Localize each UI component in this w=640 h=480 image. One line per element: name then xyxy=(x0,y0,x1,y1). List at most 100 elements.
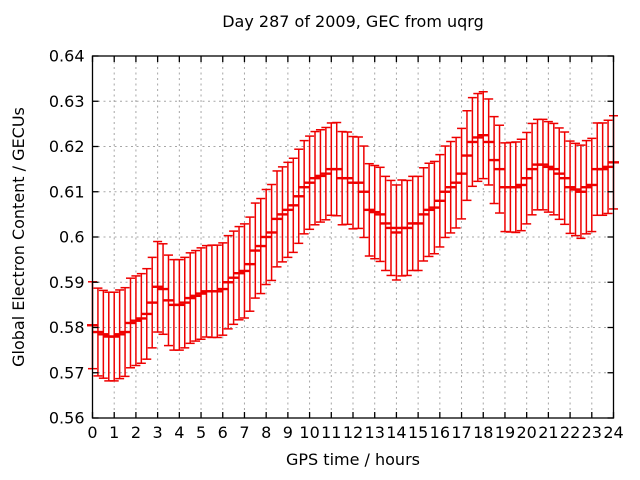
error-bar xyxy=(575,144,587,240)
y-tick-label: 0.57 xyxy=(49,363,85,382)
error-bar xyxy=(233,225,245,321)
error-bar xyxy=(477,90,489,180)
error-bar xyxy=(195,247,207,341)
error-bar xyxy=(244,216,256,312)
y-tick-label: 0.62 xyxy=(49,137,85,156)
error-bar xyxy=(580,139,592,235)
error-bar xyxy=(483,98,495,186)
x-axis-label: GPS time / hours xyxy=(286,450,420,469)
y-tick-label: 0.64 xyxy=(49,47,85,66)
error-bar xyxy=(222,234,234,330)
x-tick-label: 22 xyxy=(560,423,580,442)
error-bar xyxy=(282,161,294,259)
error-bar xyxy=(488,115,500,205)
x-tick-label: 12 xyxy=(343,423,363,442)
x-tick-label: 24 xyxy=(603,423,623,442)
y-tick-labels: 0.56 0.57 0.58 0.59 0.6 0.61 0.62 0.63 0.64 xyxy=(49,47,85,428)
error-bar xyxy=(390,184,402,281)
error-bar xyxy=(526,122,538,216)
x-tick-label: 17 xyxy=(451,423,471,442)
x-tick-label: 21 xyxy=(538,423,558,442)
error-bar xyxy=(331,121,343,217)
error-bar xyxy=(363,162,375,257)
error-bar xyxy=(515,138,527,232)
y-tick-label: 0.61 xyxy=(49,182,85,201)
error-bar xyxy=(564,140,576,235)
error-bar xyxy=(276,166,288,263)
error-bar xyxy=(255,197,267,295)
error-bar xyxy=(439,145,451,239)
x-tick-label: 14 xyxy=(386,423,406,442)
chart-title: Day 287 of 2009, GEC from uqrg xyxy=(222,12,484,31)
error-bar xyxy=(146,256,158,349)
error-bar xyxy=(374,166,386,263)
error-bar xyxy=(304,135,316,231)
error-bar-series xyxy=(87,90,619,382)
error-bar xyxy=(228,230,240,326)
error-bar xyxy=(456,127,468,220)
x-tick-label: 9 xyxy=(283,423,293,442)
error-bar xyxy=(114,289,126,380)
error-bar xyxy=(298,139,310,235)
y-tick-label: 0.6 xyxy=(59,228,84,247)
error-bar xyxy=(423,162,435,258)
error-bar xyxy=(179,256,191,349)
x-tick-label: 20 xyxy=(516,423,536,442)
error-bar xyxy=(494,124,506,214)
x-tick-label: 7 xyxy=(239,423,249,442)
error-bar xyxy=(314,129,326,223)
x-tick-label: 13 xyxy=(365,423,385,442)
error-bar xyxy=(602,119,614,215)
y-tick-label: 0.58 xyxy=(49,318,85,337)
error-bar xyxy=(211,244,223,339)
error-bar xyxy=(412,175,424,272)
error-bar xyxy=(119,286,131,378)
x-tick-label: 5 xyxy=(196,423,206,442)
error-bar xyxy=(461,110,473,202)
error-bar xyxy=(586,137,598,233)
x-tick-label: 19 xyxy=(495,423,515,442)
error-bar xyxy=(260,188,272,286)
x-tick-label: 6 xyxy=(218,423,228,442)
y-tick-label: 0.63 xyxy=(49,92,85,111)
error-bar xyxy=(293,148,305,245)
error-bar xyxy=(217,242,229,336)
x-tick-label: 1 xyxy=(109,423,119,442)
error-bar xyxy=(542,120,554,213)
error-bar xyxy=(450,136,462,229)
error-bar xyxy=(97,289,109,379)
grid-lines xyxy=(92,56,614,418)
x-tick-label: 8 xyxy=(261,423,271,442)
error-bar xyxy=(271,170,283,268)
error-bar xyxy=(434,153,446,248)
x-tick-label: 23 xyxy=(582,423,602,442)
error-bar xyxy=(157,243,169,336)
y-tick-label: 0.59 xyxy=(49,273,85,292)
error-bar xyxy=(287,157,299,254)
error-bar xyxy=(184,252,196,345)
y-tick-label: 0.56 xyxy=(49,409,85,428)
error-bar xyxy=(249,202,261,299)
error-bar xyxy=(320,126,332,221)
error-bar xyxy=(141,267,153,360)
error-bar xyxy=(124,277,136,369)
error-bar xyxy=(559,131,571,226)
x-tick-label: 10 xyxy=(299,423,319,442)
error-bar xyxy=(358,145,370,239)
error-bar xyxy=(537,118,549,211)
x-tick-label: 16 xyxy=(430,423,450,442)
error-bar xyxy=(369,164,381,260)
axes xyxy=(91,55,615,419)
error-bar xyxy=(510,141,522,234)
error-bar xyxy=(466,96,478,188)
error-bar xyxy=(597,122,609,217)
x-tick-label: 0 xyxy=(87,423,97,442)
error-bar xyxy=(342,131,354,226)
x-tick-label: 11 xyxy=(321,423,341,442)
error-bar xyxy=(108,291,120,382)
error-bar xyxy=(238,223,250,319)
error-bar xyxy=(548,122,560,216)
error-bar xyxy=(380,175,392,272)
error-bar xyxy=(266,183,278,282)
